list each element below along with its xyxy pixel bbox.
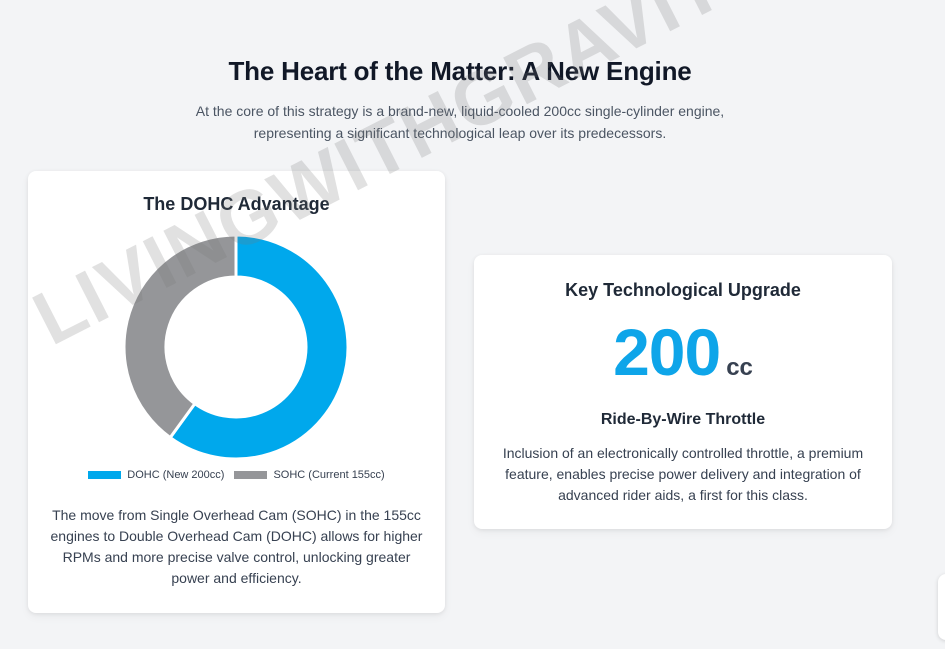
page-title: The Heart of the Matter: A New Engine <box>228 56 692 86</box>
legend-label-sohc: SOHC (Current 155cc) <box>273 469 385 481</box>
card-description: The move from Single Overhead Cam (SOHC)… <box>50 507 423 586</box>
feature-description: Inclusion of an electronically controlle… <box>502 445 864 503</box>
engine-capacity-figure: 200 cc <box>474 319 892 385</box>
dohc-advantage-card: The DOHC Advantage DOHC (New 200cc) SOHC… <box>28 171 445 613</box>
card-title: Key Technological Upgrade <box>565 280 801 300</box>
tech-upgrade-card: Key Technological Upgrade 200 cc Ride-By… <box>474 255 892 529</box>
side-panel-edge[interactable] <box>938 574 945 640</box>
capacity-unit: cc <box>726 354 753 381</box>
legend-label-dohc: DOHC (New 200cc) <box>127 469 225 481</box>
page-subtitle: At the core of this strategy is a brand-… <box>195 103 725 141</box>
capacity-value: 200 <box>613 315 721 389</box>
card-title: The DOHC Advantage <box>143 194 330 214</box>
legend-item-sohc[interactable]: SOHC (Current 155cc) <box>234 469 385 481</box>
donut-chart <box>121 232 351 462</box>
chart-legend: DOHC (New 200cc) SOHC (Current 155cc) <box>28 469 445 481</box>
feature-title: Ride-By-Wire Throttle <box>600 411 766 428</box>
donut-chart-svg <box>122 233 350 461</box>
legend-swatch-dohc <box>88 471 122 479</box>
legend-swatch-sohc <box>234 471 268 479</box>
donut-slice-dohc[interactable] <box>168 233 350 461</box>
donut-slice-sohc[interactable] <box>122 233 238 440</box>
legend-item-dohc[interactable]: DOHC (New 200cc) <box>88 469 224 481</box>
